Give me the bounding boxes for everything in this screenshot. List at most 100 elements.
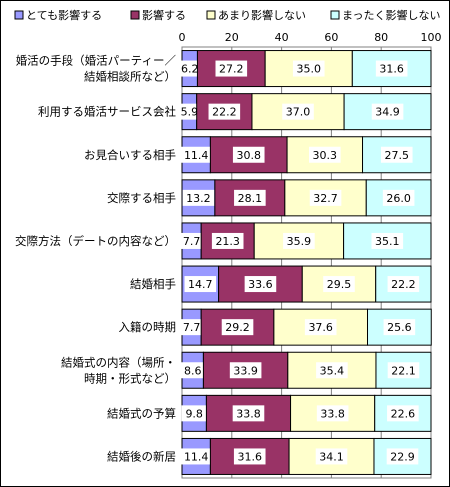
category-labels: 婚活の手段（婚活パーティー／ 結婚相談所など） 利用する婚活サービス会社お見合いする… — [15, 54, 176, 464]
data-label: 30.8 — [236, 149, 261, 162]
category-label: 結婚相手 — [130, 277, 176, 291]
data-label: 33.9 — [233, 364, 258, 377]
legend: とても影響する 影響する あまり影響しない まったく影響しない — [14, 8, 441, 22]
data-label-background — [383, 319, 416, 336]
legend-swatch — [14, 10, 24, 20]
data-label: 31.6 — [379, 63, 404, 76]
data-label: 29.2 — [225, 321, 250, 334]
data-label: 30.3 — [313, 149, 338, 162]
x-axis-ticks: 0 20 40 60 80 100 — [179, 31, 442, 44]
legend-swatch — [330, 10, 340, 20]
legend-label: とても影響する — [26, 8, 102, 22]
data-label-background — [304, 319, 337, 336]
data-label-background — [309, 146, 341, 163]
data-label-background — [233, 448, 266, 465]
data-label-background — [382, 189, 415, 206]
data-label-background — [283, 232, 315, 249]
data-label: 22.6 — [391, 407, 416, 420]
x-tick-label: 40 — [275, 31, 289, 44]
legend-label: まったく影響しない — [342, 8, 441, 22]
data-label: 22.1 — [391, 364, 416, 377]
data-label-background — [380, 146, 413, 163]
data-label: 11.4 — [184, 149, 209, 162]
data-label: 25.6 — [387, 321, 412, 334]
data-label-background — [309, 189, 342, 206]
data-label-background — [316, 362, 348, 379]
data-label: 32.7 — [313, 192, 338, 205]
data-label-background — [244, 276, 277, 293]
data-label-background — [371, 232, 404, 249]
data-label-background — [184, 276, 217, 293]
data-label-background — [208, 103, 241, 120]
data-label: 14.7 — [188, 278, 213, 291]
data-label-background — [180, 448, 212, 465]
legend-swatch — [130, 10, 140, 20]
data-label: 35.4 — [320, 364, 345, 377]
data-label-background — [215, 60, 248, 77]
data-label-background — [316, 405, 349, 422]
data-label-background — [386, 448, 419, 465]
data-label-background — [182, 189, 215, 206]
data-label: 34.9 — [375, 106, 400, 119]
data-label-background — [371, 103, 404, 120]
x-tick-label: 100 — [421, 31, 442, 44]
bar-segment — [374, 394, 432, 432]
data-label-background — [211, 232, 244, 249]
data-label: 13.2 — [186, 192, 211, 205]
data-label-background — [387, 362, 420, 379]
data-label-background — [178, 319, 205, 336]
category-label: 結婚式の予算 — [107, 406, 176, 420]
data-label-background — [292, 60, 325, 77]
data-label: 37.0 — [286, 106, 311, 119]
category-label: 交際する相手 — [107, 191, 176, 205]
data-label: 26.0 — [386, 192, 411, 205]
category-label: 交際方法（デートの内容など） — [15, 234, 176, 248]
data-label-background — [315, 448, 348, 465]
bars: 6.2 27.2 35.0 31.6 5.9 22.2 37.0 34.9 11.4 30.8 30… — [176, 50, 432, 475]
legend-label: 影響する — [142, 8, 186, 22]
data-label-background — [232, 405, 265, 422]
data-label: 21.3 — [215, 235, 240, 248]
data-label-background — [282, 103, 314, 120]
data-label-background — [221, 319, 254, 336]
data-label: 22.2 — [212, 106, 237, 119]
data-label: 28.1 — [238, 192, 263, 205]
bar-segment — [202, 351, 289, 389]
data-label: 22.2 — [391, 278, 416, 291]
data-label-background — [387, 405, 419, 422]
data-label-background — [232, 146, 265, 163]
data-label: 29.5 — [327, 278, 352, 291]
data-label: 35.0 — [296, 63, 321, 76]
category-label: お見合いする相手 — [84, 148, 176, 162]
data-label: 33.8 — [236, 407, 261, 420]
data-label: 8.6 — [184, 364, 202, 377]
data-label: 31.6 — [237, 450, 262, 463]
data-label-background — [375, 60, 408, 77]
x-tick-label: 0 — [179, 31, 186, 44]
category-label: 時期・形式など） — [84, 371, 176, 385]
data-label: 33.8 — [320, 407, 345, 420]
bar-segment — [373, 437, 432, 475]
category-label: 利用する婚活サービス会社 — [38, 105, 176, 119]
data-label: 37.6 — [308, 321, 333, 334]
data-label-background — [178, 232, 205, 249]
data-label-background — [234, 189, 266, 206]
data-label-background — [177, 60, 203, 77]
x-tick-label: 60 — [324, 31, 338, 44]
category-label: 結婚後の新居 — [107, 449, 176, 463]
data-label: 35.9 — [287, 235, 312, 248]
data-label-background — [323, 276, 355, 293]
data-label: 6.2 — [181, 63, 199, 76]
legend-label: あまり影響しない — [218, 8, 306, 22]
data-label: 27.2 — [219, 63, 244, 76]
data-label: 34.1 — [319, 450, 344, 463]
data-label: 7.7 — [183, 235, 201, 248]
category-label: 結婚式の内容（場所・ — [61, 355, 176, 369]
legend-swatch — [206, 10, 216, 20]
data-label: 7.7 — [183, 321, 201, 334]
data-label: 5.9 — [181, 106, 199, 119]
data-label: 33.6 — [248, 278, 273, 291]
data-label-background — [176, 103, 202, 120]
